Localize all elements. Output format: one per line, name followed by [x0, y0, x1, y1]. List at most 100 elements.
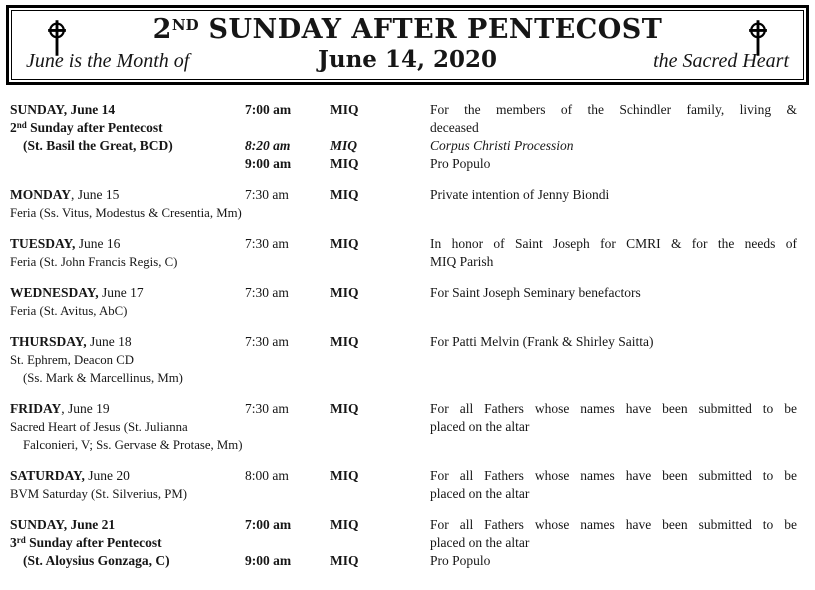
mass-time-cell: 7:00 am — [245, 517, 292, 532]
intention-cell: For all Fathers whose names have been su… — [430, 468, 797, 483]
day-feast-cell: 3rd Sunday after Pentecost — [10, 534, 245, 552]
location-cell: MIQ — [330, 553, 359, 568]
day-text-segment: 3 — [10, 535, 17, 550]
intention-cell — [430, 351, 797, 369]
day-text-segment: FRIDAY — [10, 401, 62, 416]
schedule-row: FRIDAY, June 19 7:30 am MIQ For all Fathers… — [10, 400, 797, 454]
intention-cell: deceased — [430, 120, 479, 135]
mass-time-cell: 7:30 am — [245, 401, 289, 416]
schedule-line: 2nd Sunday after Pentecost deceased — [10, 119, 797, 137]
page-title-number: 2 — [152, 14, 172, 45]
intention-cell: placed on the altar — [430, 535, 530, 550]
day-text-segment: THURSDAY, — [10, 334, 87, 349]
schedule-line: (St. Aloysius Gonzaga, C) 9:00 am MIQ Pro P… — [10, 552, 797, 570]
location-cell — [330, 302, 430, 320]
schedule-line: (St. Basil the Great, BCD) 8:20 am MIQ Corp… — [10, 137, 797, 155]
location-cell — [330, 351, 430, 369]
day-text-segment: WEDNESDAY, — [10, 285, 99, 300]
schedule-line: Feria (St. John Francis Regis, C) MIQ Par… — [10, 253, 797, 271]
location-cell: MIQ — [330, 517, 359, 532]
schedule-line: SATURDAY, June 20 8:00 am MIQ For all Fathe… — [10, 467, 797, 485]
intention-cell: In honor of Saint Joseph for CMRI & for … — [430, 236, 797, 251]
bulletin-header-box: 2ND SUNDAY AFTER PENTECOST June is the M… — [6, 5, 809, 85]
day-feast-cell: Feria (Ss. Vitus, Modestus & Cresentia, … — [10, 204, 245, 222]
mass-time-cell: 7:30 am — [245, 334, 289, 349]
location-cell: MIQ — [330, 334, 359, 349]
intention-cell: For Patti Melvin (Frank & Shirley Saitta… — [430, 334, 654, 349]
schedule-row: MONDAY, June 15 7:30 am MIQ Private intenti… — [10, 186, 797, 222]
intention-cell: Pro Populo — [430, 156, 491, 171]
day-feast-cell: (St. Basil the Great, BCD) — [10, 137, 245, 155]
day-text-segment: Falconieri, V; Ss. Gervase & Protase, Mm… — [23, 438, 243, 452]
intention-cell — [430, 302, 797, 320]
day-feast-cell: BVM Saturday (St. Silverius, PM) — [10, 485, 245, 503]
schedule-line: (Ss. Mark & Marcellinus, Mm) — [10, 369, 797, 387]
day-feast-cell: FRIDAY, June 19 — [10, 400, 245, 418]
location-cell — [330, 119, 430, 137]
schedule-line: St. Ephrem, Deacon CD — [10, 351, 797, 369]
schedule-row: SUNDAY, June 21 7:00 am MIQ For all Fathers… — [10, 516, 797, 570]
month-dedication-tail: the Sacred Heart — [653, 50, 789, 72]
subtitle-row: June is the Month of June 14, 2020 the S… — [26, 47, 789, 74]
location-cell — [330, 369, 430, 387]
page-title-text: SUNDAY AFTER PENTECOST — [198, 14, 663, 45]
day-text-segment: Sunday after Pentecost — [25, 535, 162, 550]
day-feast-cell: WEDNESDAY, June 17 — [10, 284, 245, 302]
celtic-cross-icon — [48, 20, 66, 56]
day-text-segment: Sunday after Pentecost — [26, 120, 163, 135]
schedule-line: TUESDAY, June 16 7:30 am MIQ In honor of Sa… — [10, 235, 797, 253]
day-feast-cell: SATURDAY, June 20 — [10, 467, 245, 485]
day-text-segment: Sacred Heart of Jesus (St. Julianna — [10, 420, 188, 434]
day-text-segment: MONDAY — [10, 187, 72, 202]
mass-time-cell: 9:00 am — [245, 553, 292, 568]
location-cell — [330, 418, 430, 436]
day-feast-cell: Sacred Heart of Jesus (St. Julianna — [10, 418, 245, 436]
location-cell — [330, 204, 430, 222]
day-text-segment: Feria (St. John Francis Regis, C) — [10, 255, 178, 269]
day-feast-cell: THURSDAY, June 18 — [10, 333, 245, 351]
mass-time-cell — [245, 369, 330, 387]
day-text-segment: June 16 — [75, 236, 121, 251]
intention-cell — [430, 369, 797, 387]
location-cell: MIQ — [330, 138, 358, 153]
schedule-line: WEDNESDAY, June 17 7:30 am MIQ For Saint Jo… — [10, 284, 797, 302]
location-cell: MIQ — [330, 102, 359, 117]
day-text-segment: June 20 — [84, 468, 130, 483]
schedule-row: TUESDAY, June 16 7:30 am MIQ In honor of Sa… — [10, 235, 797, 271]
schedule-row: WEDNESDAY, June 17 7:30 am MIQ For Saint Jo… — [10, 284, 797, 320]
day-feast-cell — [10, 155, 245, 173]
schedule-line: Feria (St. Avitus, AbC) — [10, 302, 797, 320]
day-feast-cell: (Ss. Mark & Marcellinus, Mm) — [10, 369, 245, 387]
intention-cell: For all Fathers whose names have been su… — [430, 401, 797, 416]
intention-cell: MIQ Parish — [430, 254, 494, 269]
day-text-segment: , June 15 — [71, 187, 120, 202]
location-cell: MIQ — [330, 236, 359, 251]
mass-time-cell — [245, 436, 330, 454]
schedule-line: SUNDAY, June 14 7:00 am MIQ For the members… — [10, 101, 797, 119]
mass-time-cell — [245, 253, 330, 271]
schedule-row: SUNDAY, June 14 7:00 am MIQ For the members… — [10, 101, 797, 173]
day-text-segment: June 18 — [86, 334, 132, 349]
day-text-segment: nd — [16, 120, 27, 130]
location-cell — [330, 534, 430, 552]
day-feast-cell: Falconieri, V; Ss. Gervase & Protase, Mm… — [10, 436, 245, 454]
location-cell: MIQ — [330, 468, 359, 483]
location-cell: MIQ — [330, 187, 359, 202]
day-feast-cell: Feria (St. Avitus, AbC) — [10, 302, 245, 320]
day-feast-cell: MONDAY, June 15 — [10, 186, 245, 204]
day-text-segment: (St. Aloysius Gonzaga, C) — [23, 553, 170, 568]
day-feast-cell: Feria (St. John Francis Regis, C) — [10, 253, 245, 271]
mass-time-cell — [245, 418, 330, 436]
mass-time-cell: 8:00 am — [245, 468, 289, 483]
mass-time-cell — [245, 302, 330, 320]
mass-time-cell: 7:30 am — [245, 285, 289, 300]
location-cell: MIQ — [330, 285, 359, 300]
mass-time-cell — [245, 204, 330, 222]
location-cell — [330, 485, 430, 503]
schedule-line: BVM Saturday (St. Silverius, PM) placed o… — [10, 485, 797, 503]
day-text-segment: BVM Saturday (St. Silverius, PM) — [10, 487, 188, 501]
day-text-segment: SUNDAY, June 21 — [10, 517, 116, 532]
day-text-segment: TUESDAY, — [10, 236, 76, 251]
day-text-segment: SUNDAY, June 14 — [10, 102, 116, 117]
intention-cell: placed on the altar — [430, 419, 530, 434]
